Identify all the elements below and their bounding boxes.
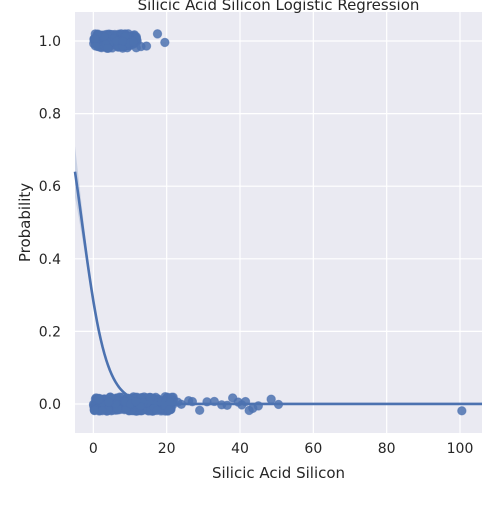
- data-point: [164, 405, 174, 415]
- data-point: [128, 36, 138, 47]
- data-point: [104, 397, 114, 407]
- data-point: [145, 392, 156, 403]
- data-point: [94, 394, 104, 405]
- data-point: [266, 394, 276, 404]
- data-point: [90, 33, 100, 44]
- data-point: [89, 405, 100, 416]
- data-point: [97, 406, 107, 416]
- x-tick-label: 40: [231, 441, 249, 457]
- data-point: [117, 36, 128, 46]
- y-tick-label: 1.0: [39, 34, 61, 50]
- x-tick-label: 20: [158, 441, 176, 457]
- y-tick-label: 0.2: [39, 324, 61, 340]
- plot-background: [75, 12, 482, 433]
- data-point: [457, 406, 467, 416]
- data-points: [88, 29, 467, 416]
- data-point: [141, 41, 152, 51]
- data-point: [152, 29, 163, 39]
- x-tick-label: 100: [447, 441, 474, 457]
- y-axis-label: Probability: [16, 183, 34, 262]
- y-tick-label: 0.8: [39, 107, 61, 123]
- data-point: [222, 400, 232, 410]
- data-point: [160, 37, 170, 48]
- data-point: [194, 405, 205, 416]
- x-tick-label: 60: [304, 441, 322, 457]
- x-axis-label: Silicic Acid Silicon: [212, 464, 345, 482]
- y-tick-label: 0.0: [39, 397, 61, 413]
- y-tick-labels: 0.0 0.2 0.4 0.6 0.8 1.0: [39, 34, 61, 413]
- x-tick-labels: 0 20 40 60 80 100: [89, 441, 473, 457]
- chart-title: Silicic Acid Silicon Logistic Regression: [138, 0, 420, 14]
- y-tick-label: 0.6: [39, 179, 61, 195]
- fit-curve: [73, 171, 482, 406]
- x-tick-label: 80: [378, 441, 396, 457]
- data-point: [102, 43, 113, 53]
- data-point: [152, 405, 162, 416]
- fit-line: [73, 171, 482, 406]
- grid-lines: [75, 12, 482, 433]
- x-tick-label: 0: [89, 441, 98, 457]
- y-tick-label: 0.4: [39, 252, 61, 268]
